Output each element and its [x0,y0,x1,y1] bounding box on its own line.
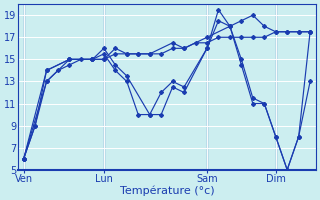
X-axis label: Température (°c): Température (°c) [120,185,214,196]
